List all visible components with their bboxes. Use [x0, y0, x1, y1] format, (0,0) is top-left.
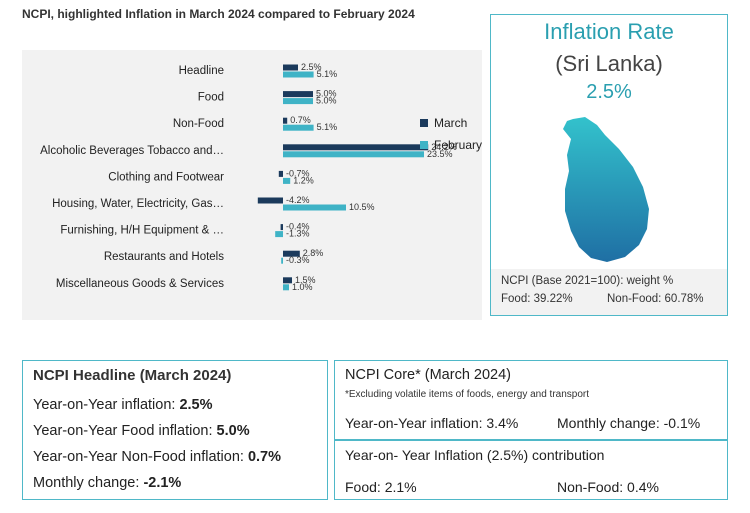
legend-item-february: February [420, 134, 482, 156]
category-label: Furnishing, H/H Equipment & … [60, 225, 224, 237]
category-label: Clothing and Footwear [108, 171, 224, 183]
data-label-february: 1.0% [292, 282, 313, 292]
legend-swatch-march [420, 119, 428, 127]
bar-february [283, 151, 424, 158]
core-yoy: Year-on-Year inflation: 3.4% [345, 415, 519, 431]
core-box: NCPI Core* (March 2024) *Excluding volat… [334, 360, 728, 500]
chart-title: NCPI, highlighted Inflation in March 202… [22, 7, 415, 21]
core-note: *Excluding volatile items of foods, ener… [345, 389, 590, 400]
legend-label-february: February [434, 138, 483, 152]
bar-february [283, 124, 314, 131]
core-title: NCPI Core* (March 2024) [345, 367, 511, 383]
bar-february [283, 98, 313, 105]
map-title: Inflation Rate [544, 19, 674, 44]
map-rate: 2.5% [586, 81, 632, 103]
bar-march [283, 144, 429, 151]
sri-lanka-map-icon [563, 117, 649, 262]
bar-february [275, 231, 283, 238]
core-monthly: Monthly change: -0.1% [557, 415, 701, 431]
headline-row-label: Year-on-Year Non-Food inflation: [33, 449, 248, 465]
data-label-march: 24.2% [431, 142, 457, 152]
category-label: Housing, Water, Electricity, Gas… [52, 198, 224, 210]
food-weight: Food: 39.22% [501, 293, 573, 305]
contribution-title: Year-on- Year Inflation (2.5%) contribut… [345, 447, 605, 463]
bar-march [283, 117, 288, 124]
bar-february [283, 284, 289, 291]
data-label-february: 5.1% [317, 69, 338, 79]
headline-row-label: Year-on-Year Food inflation: [33, 423, 217, 439]
data-label-march: -0.7% [286, 168, 310, 178]
bar-february [283, 204, 346, 211]
bar-march [280, 224, 283, 231]
headline-title: NCPI Headline (March 2024) [33, 367, 232, 384]
bar-march [257, 197, 283, 204]
data-label-march: -4.2% [286, 195, 310, 205]
map-subtitle: (Sri Lanka) [555, 51, 663, 76]
bar-march [283, 250, 300, 257]
bar-february [281, 257, 283, 264]
data-label-february: 5.0% [316, 96, 337, 106]
legend-swatch-february [420, 141, 428, 149]
headline-row: Year-on-Year inflation: 2.5% [33, 397, 213, 413]
legend-item-march: March [420, 112, 482, 134]
headline-row-value: 5.0% [216, 423, 250, 439]
data-label-march: 1.5% [295, 275, 316, 285]
bar-march [278, 170, 283, 177]
data-label-february: 5.1% [317, 122, 338, 132]
data-label-march: 0.7% [290, 115, 311, 125]
bar-february [283, 177, 291, 184]
inflation-rate-panel: Inflation Rate (Sri Lanka) 2.5% NCPI (Ba… [490, 14, 728, 316]
category-label: Non-Food [173, 118, 224, 130]
headline-row-value: 0.7% [247, 449, 282, 465]
legend-label-march: March [434, 116, 468, 130]
chart-legend: March February [420, 112, 482, 156]
data-label-february: -0.3% [286, 255, 310, 265]
data-label-march: 2.5% [301, 62, 322, 72]
data-label-march: -0.4% [286, 222, 310, 232]
bar-march [283, 64, 298, 71]
category-label: Food [198, 92, 224, 104]
contribution-nonfood: Non-Food: 0.4% [557, 479, 659, 495]
chart-panel: Headline 2.5% 5.1% Food 5.0% 5.0% Non-Food 0.7%… [22, 50, 482, 320]
bar-march [283, 277, 292, 284]
category-label: Headline [179, 65, 224, 77]
headline-row-value: -2.1% [143, 475, 182, 491]
category-label: Restaurants and Hotels [104, 251, 224, 263]
headline-row-label: Year-on-Year inflation: [33, 397, 180, 413]
data-label-march: 5.0% [316, 89, 337, 99]
headline-box: NCPI Headline (March 2024) Year-on-Year … [22, 360, 328, 500]
bar-chart: Headline 2.5%5.1%Food 5.0%5.0%Non-Food 0.7%… [40, 62, 457, 292]
headline-row: Year-on-Year Non-Food inflation: 0.7% [33, 449, 281, 465]
category-label: Miscellaneous Goods & Services [56, 278, 224, 290]
data-label-february: -1.3% [286, 229, 310, 239]
bar-february [283, 71, 314, 78]
headline-row-value: 2.5% [179, 397, 213, 413]
data-label-february: 10.5% [349, 202, 375, 212]
nonfood-weight: Non-Food: 60.78% [607, 293, 704, 305]
weight-label: NCPI (Base 2021=100): weight % [501, 275, 674, 287]
headline-row: Year-on-Year Food inflation: 5.0% [33, 423, 250, 439]
core-divider [335, 439, 727, 441]
headline-row: Monthly change: -2.1% [33, 475, 181, 491]
data-label-march: 2.8% [303, 248, 324, 258]
category-label: Alcoholic Beverages Tobacco and… [40, 145, 224, 157]
bar-march [283, 91, 313, 98]
data-label-february: 1.2% [293, 175, 314, 185]
weight-box: NCPI (Base 2021=100): weight % Food: 39.… [491, 269, 727, 315]
headline-row-label: Monthly change: [33, 475, 144, 491]
contribution-food: Food: 2.1% [345, 479, 417, 495]
data-label-february: 23.5% [427, 149, 453, 159]
